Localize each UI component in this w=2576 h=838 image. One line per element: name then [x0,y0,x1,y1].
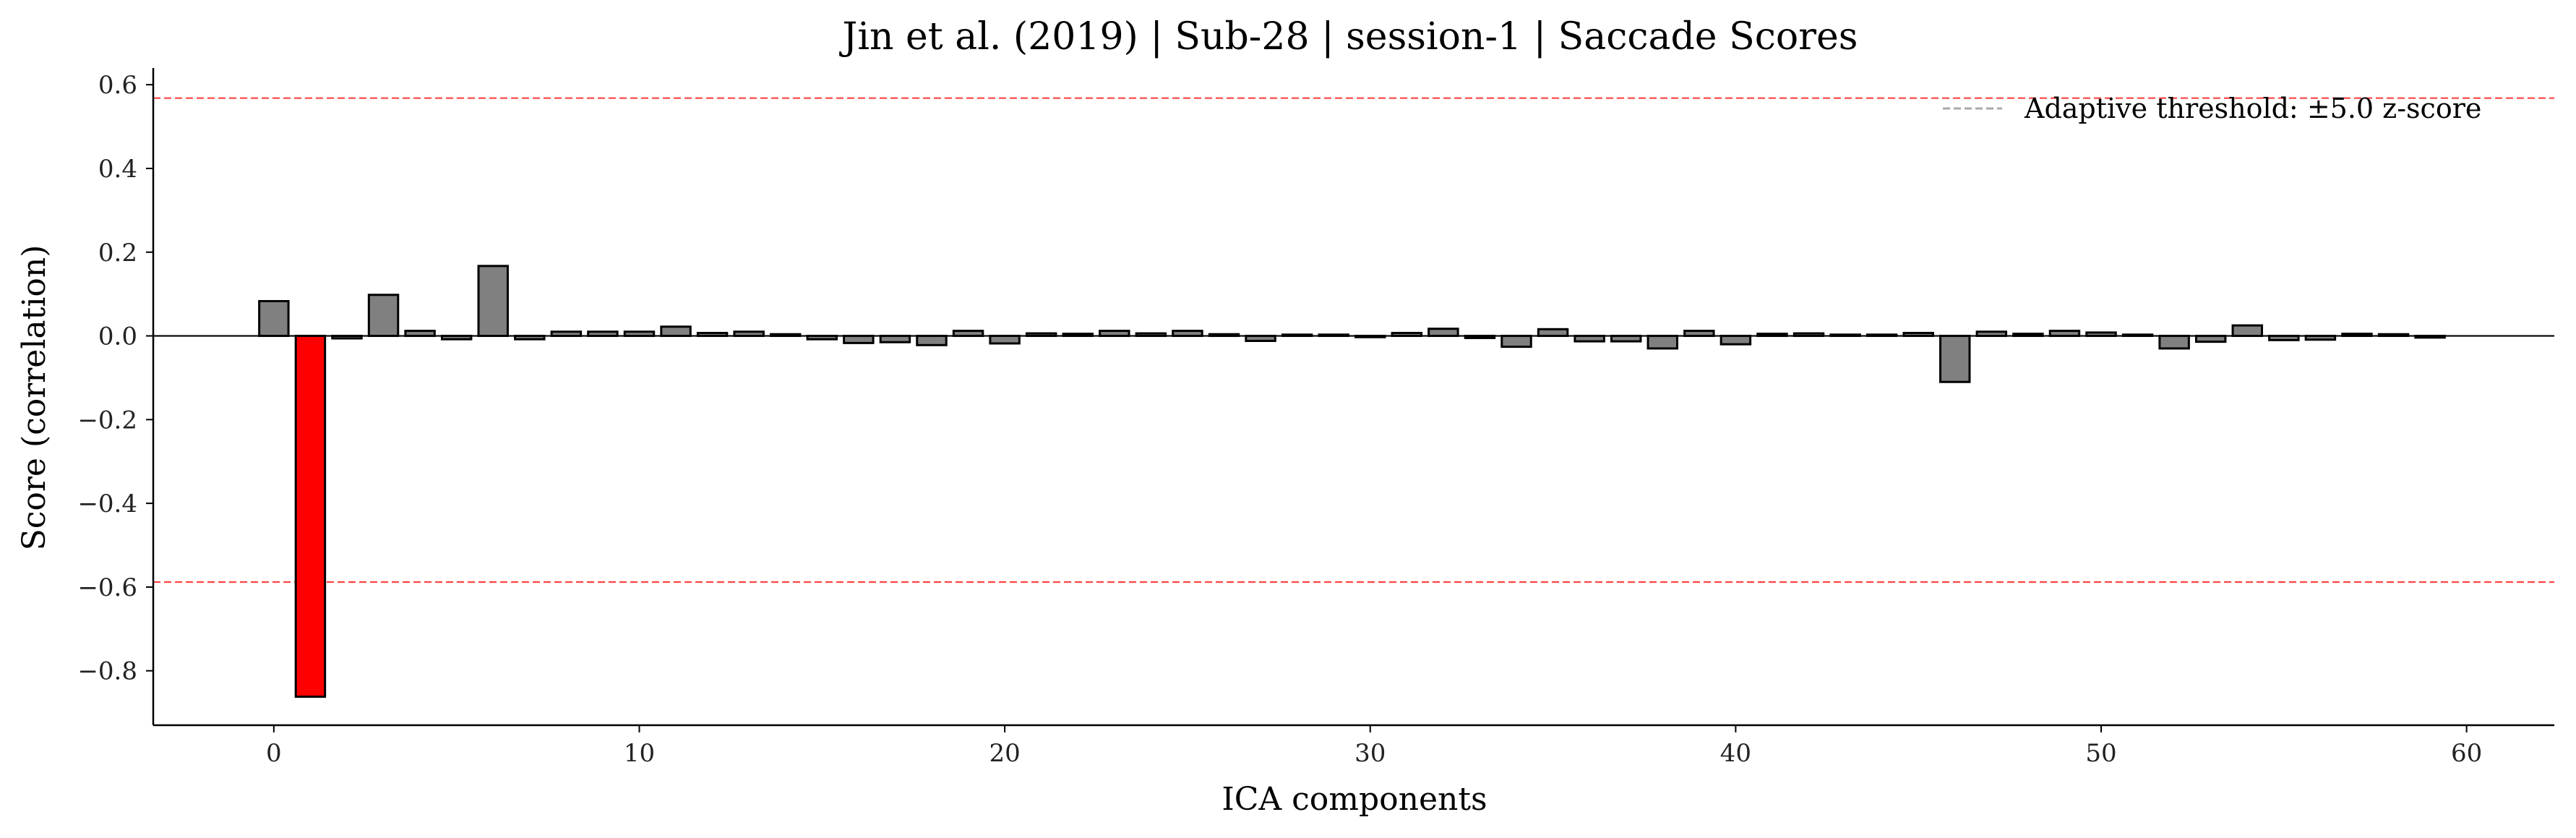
bar [843,335,875,344]
bar [660,325,692,338]
x-tick-label: 60 [2451,739,2482,768]
y-tick-label: −0.6 [77,573,137,602]
y-tick-label: 0.2 [98,239,137,268]
bar [1573,335,1605,343]
bar [1610,335,1642,343]
x-tick-label: 30 [1354,739,1386,768]
bar [989,335,1021,345]
bar [1427,328,1459,338]
bar [477,265,509,338]
chart-title: Jin et al. (2019) | Sub-28 | session-1 |… [839,15,1858,59]
y-tick-label: 0.0 [98,322,137,351]
bar [2158,335,2190,350]
bar [1720,335,1752,346]
x-tick-label: 10 [624,739,655,768]
bar [2231,324,2263,338]
bar [1500,335,1532,349]
bar [916,335,948,346]
bar [1939,335,1971,383]
legend-label: Adaptive threshold: ±5.0 z-score [2024,93,2481,124]
bar [879,335,911,343]
plot-area: −0.8 −0.6 −0.4 −0.2 0.0 0.2 0.4 0.6 0 10 20 30 40 50 6… [77,68,2554,768]
bar [258,299,290,338]
y-tick-label: −0.8 [77,657,137,686]
x-tick-label: 50 [2085,739,2116,768]
x-tick-label: 40 [1720,739,1751,768]
bar [1537,328,1569,338]
y-tick-label: −0.2 [77,406,137,435]
x-axis-label: ICA components [1222,781,1487,818]
bar [2194,335,2227,343]
y-tick-label: 0.4 [98,155,137,184]
bar [367,294,400,338]
bar-flagged [294,335,327,698]
bar [1647,335,1678,350]
y-axis-label: Score (correlation) [16,245,53,551]
y-tick-label: −0.4 [77,489,137,518]
x-tick-label: 0 [266,739,282,768]
x-tick-label: 20 [989,739,1020,768]
y-tick-label: 0.6 [98,71,137,100]
